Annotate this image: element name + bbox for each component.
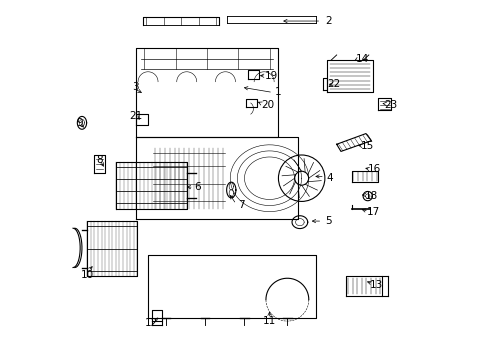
Text: 23: 23 [384, 100, 397, 110]
Text: 17: 17 [366, 207, 379, 217]
Text: 11: 11 [263, 316, 276, 326]
Text: 19: 19 [264, 71, 277, 81]
Text: 6: 6 [194, 182, 201, 192]
Text: 16: 16 [367, 164, 381, 174]
Text: 18: 18 [364, 191, 377, 201]
Text: 10: 10 [81, 270, 94, 280]
Text: 1: 1 [275, 87, 281, 98]
Text: 9: 9 [77, 118, 83, 128]
Text: 2: 2 [325, 16, 331, 26]
Text: 14: 14 [355, 54, 368, 64]
Text: 12: 12 [145, 318, 158, 328]
Text: 3: 3 [132, 82, 139, 92]
Text: 20: 20 [261, 100, 274, 110]
Text: 13: 13 [369, 280, 383, 291]
Text: 4: 4 [326, 173, 333, 183]
Text: 8: 8 [96, 156, 103, 165]
Text: 7: 7 [237, 200, 244, 210]
Text: 15: 15 [360, 141, 374, 151]
Text: 22: 22 [326, 78, 340, 89]
Text: 5: 5 [325, 216, 331, 226]
Text: 21: 21 [129, 111, 142, 121]
